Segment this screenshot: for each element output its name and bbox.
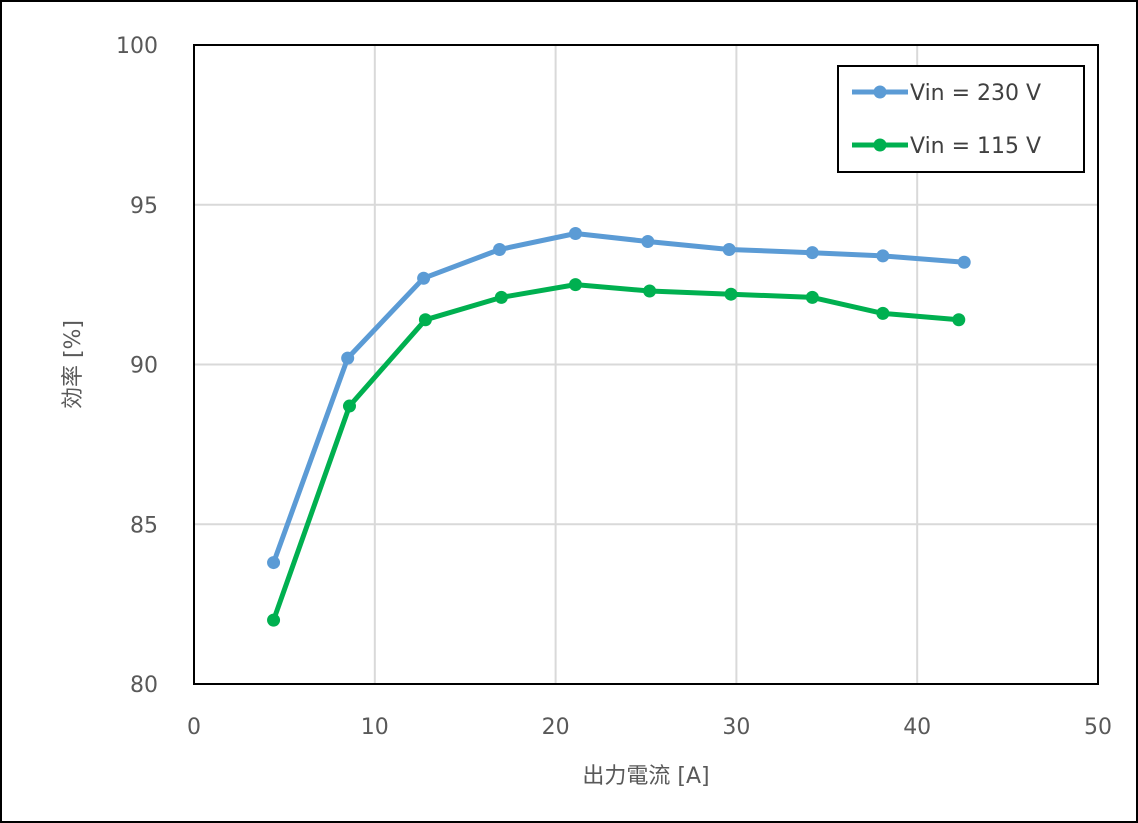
data-point-1-1 xyxy=(342,399,356,413)
data-point-0-8 xyxy=(876,249,890,263)
data-point-1-2 xyxy=(418,313,432,327)
data-point-0-0 xyxy=(267,556,281,570)
x-tick-label-2: 20 xyxy=(542,715,570,740)
data-point-1-8 xyxy=(876,306,890,320)
series-1 xyxy=(267,278,966,627)
plot-area-frame xyxy=(193,44,1099,685)
data-point-1-0 xyxy=(267,613,281,627)
data-point-0-1 xyxy=(341,351,355,365)
data-point-1-6 xyxy=(724,287,738,301)
x-tick-label-4: 40 xyxy=(903,715,931,740)
x-axis-title: 出力電流 [A] xyxy=(582,764,709,789)
legend-box xyxy=(837,65,1085,173)
x-tick-label-0: 0 xyxy=(187,715,201,740)
legend-swatch-marker-1 xyxy=(873,138,887,152)
y-tick-label-4: 100 xyxy=(116,34,158,59)
data-point-0-6 xyxy=(722,242,736,256)
data-point-1-4 xyxy=(568,278,582,292)
series-line-0 xyxy=(271,231,967,566)
legend-label-1: Vin = 115 V xyxy=(910,134,1041,159)
data-point-1-3 xyxy=(494,290,508,304)
data-point-1-5 xyxy=(643,284,657,298)
series-0 xyxy=(267,227,971,570)
x-tick-label-1: 10 xyxy=(361,715,389,740)
data-point-0-2 xyxy=(417,271,431,285)
legend-label-0: Vin = 230 V xyxy=(910,81,1041,106)
grid xyxy=(194,45,1098,684)
y-axis-title: 効率 [%] xyxy=(61,320,86,409)
series-line-1 xyxy=(271,282,962,623)
data-point-0-4 xyxy=(568,227,582,241)
y-tick-label-1: 85 xyxy=(130,513,158,538)
data-point-0-5 xyxy=(641,234,655,248)
data-point-0-7 xyxy=(805,246,819,260)
y-tick-label-0: 80 xyxy=(130,673,158,698)
data-point-0-3 xyxy=(493,242,507,256)
data-point-1-9 xyxy=(952,313,966,327)
legend-swatch-marker-0 xyxy=(873,85,887,99)
data-point-0-9 xyxy=(957,255,971,269)
legend: Vin = 230 V Vin = 115 V xyxy=(837,65,1085,173)
data-series xyxy=(267,227,971,627)
tick-labels: 0 10 20 30 40 50 80 85 90 95 100 xyxy=(116,34,1112,740)
x-tick-label-5: 50 xyxy=(1084,715,1112,740)
x-tick-label-3: 30 xyxy=(722,715,750,740)
data-point-1-7 xyxy=(805,290,819,304)
y-tick-label-3: 95 xyxy=(130,194,158,219)
y-tick-label-2: 90 xyxy=(130,354,158,379)
